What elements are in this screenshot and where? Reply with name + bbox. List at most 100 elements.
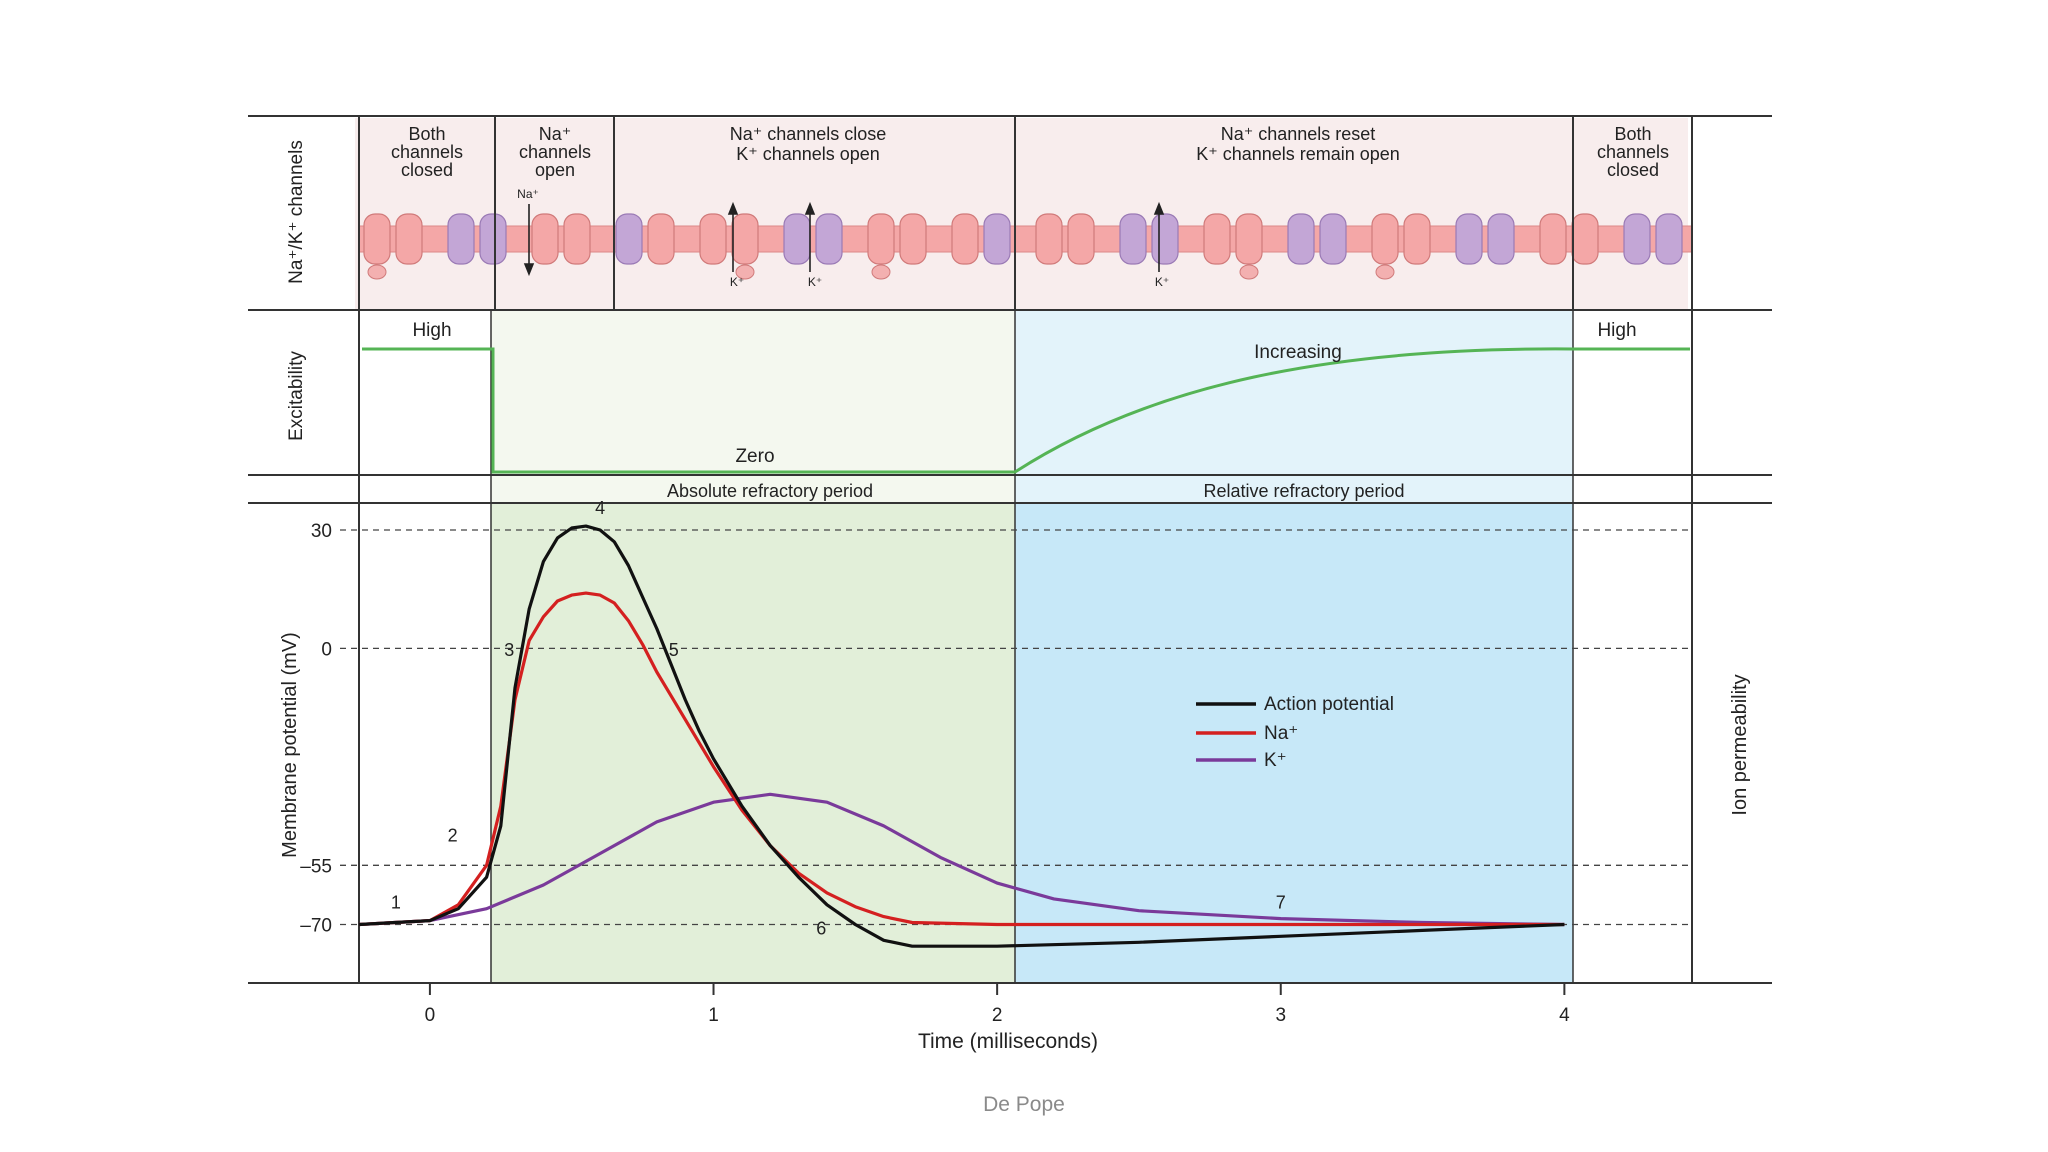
potassium-channel-icon — [1487, 213, 1515, 265]
potassium-channel-icon — [815, 213, 843, 265]
membrane-potential-chart: 30 0 –55 –70 0 1 2 3 4 1 2 3 4 5 6 7 Action potential Na⁺… — [300, 498, 1692, 1026]
channels-axis-label: Na⁺/K⁺ channels — [286, 140, 307, 284]
potassium-channel-icon — [615, 213, 643, 265]
sodium-channel-icon — [1203, 213, 1231, 265]
x-tick-label: 3 — [1275, 1005, 1286, 1026]
absolute-refractory-region — [491, 503, 1015, 983]
absolute-refractory-label: Absolute refractory period — [667, 481, 873, 501]
potassium-channel-icon — [479, 213, 507, 265]
phase-text: K⁺ channels remain open — [1196, 144, 1400, 164]
sodium-channel-icon — [531, 213, 559, 265]
phase-text: Na⁺ channels close — [730, 124, 887, 144]
potassium-channel-icon — [983, 213, 1011, 265]
membrane-illustration — [358, 213, 1693, 280]
point-label: 5 — [669, 640, 679, 660]
sodium-channel-icon — [1403, 213, 1431, 265]
k-permeability-line — [358, 792, 1565, 927]
sodium-channel-icon — [867, 213, 895, 265]
potassium-channel-icon — [1151, 213, 1179, 265]
point-label: 3 — [504, 640, 514, 660]
phase-text: channels — [391, 142, 463, 162]
sodium-channel-icon — [1371, 213, 1399, 265]
excitability-high-left: High — [412, 320, 451, 341]
x-axis-label: Time (milliseconds) — [918, 1030, 1098, 1053]
inactivation-gate-icon — [735, 264, 755, 280]
ion-flow-labels: Na⁺ K⁺ K⁺ K⁺ — [517, 187, 1169, 289]
y-tick-label: –55 — [300, 856, 332, 877]
phase-text: Both — [1614, 124, 1651, 144]
phase-text: Na⁺ — [539, 124, 572, 144]
phase-text: channels — [1597, 142, 1669, 162]
potassium-channel-icon — [1623, 213, 1651, 265]
na-ion-label: Na⁺ — [517, 187, 539, 201]
phase-text: closed — [401, 160, 453, 180]
phase-both-closed-left: Both channels closed — [391, 124, 463, 180]
x-tick-label: 2 — [992, 1005, 1003, 1026]
potassium-channel-icon — [1319, 213, 1347, 265]
k-ion-label: K⁺ — [808, 275, 822, 289]
excitability-relative-region — [1015, 310, 1573, 503]
inactivation-gate-icon — [367, 264, 387, 280]
sodium-channel-icon — [1571, 213, 1599, 265]
legend-label: Na⁺ — [1264, 723, 1298, 744]
inactivation-gate-icon — [871, 264, 891, 280]
potassium-channel-icon — [1455, 213, 1483, 265]
phase-na-reset-k-open: Na⁺ channels reset K⁺ channels remain op… — [1196, 124, 1400, 164]
k-ion-label: K⁺ — [730, 275, 744, 289]
sodium-channel-icon — [1035, 213, 1063, 265]
y-tick-label: 30 — [311, 521, 332, 542]
potassium-channel-icon — [1119, 213, 1147, 265]
action-potential-line — [358, 524, 1565, 948]
potassium-channel-icon — [1287, 213, 1315, 265]
sodium-channel-icon — [1235, 213, 1263, 265]
phase-na-close-k-open: Na⁺ channels close K⁺ channels open — [730, 124, 887, 164]
phase-text: channels — [519, 142, 591, 162]
point-label: 6 — [816, 918, 826, 938]
legend-label: K⁺ — [1264, 750, 1287, 771]
excitability-zero: Zero — [735, 446, 774, 467]
sodium-channel-icon — [395, 213, 423, 265]
point-label: 4 — [595, 498, 605, 518]
sodium-channel-icon — [731, 213, 759, 265]
y-tick-label: 0 — [321, 639, 332, 660]
sodium-channel-icon — [647, 213, 675, 265]
phase-both-closed-right: Both channels closed — [1597, 124, 1669, 180]
point-label: 1 — [391, 893, 401, 913]
sodium-channel-icon — [1067, 213, 1095, 265]
sodium-channel-icon — [699, 213, 727, 265]
x-tick-label: 1 — [708, 1005, 719, 1026]
k-ion-label: K⁺ — [1155, 275, 1169, 289]
legend-label: Action potential — [1264, 694, 1394, 715]
potassium-channel-icon — [783, 213, 811, 265]
relative-refractory-region — [1015, 503, 1573, 983]
phase-text: K⁺ channels open — [736, 144, 880, 164]
sodium-channel-icon — [899, 213, 927, 265]
phase-text: Both — [408, 124, 445, 144]
excitability-increasing: Increasing — [1254, 342, 1342, 363]
phase-na-open: Na⁺ channels open — [519, 124, 591, 180]
inactivation-gate-icon — [1239, 264, 1259, 280]
point-label: 2 — [448, 826, 458, 846]
sodium-channel-icon — [951, 213, 979, 265]
x-tick-label: 0 — [425, 1005, 436, 1026]
phase-text: closed — [1607, 160, 1659, 180]
ion-flow-arrows — [523, 201, 1165, 277]
point-label: 7 — [1276, 893, 1286, 913]
y-tick-label: –70 — [300, 916, 332, 937]
excitability-line — [362, 347, 1690, 474]
figure-frame — [248, 115, 1772, 984]
potassium-channel-icon — [1655, 213, 1683, 265]
potassium-channel-icon — [447, 213, 475, 265]
excitability-high-right: High — [1597, 320, 1636, 341]
sodium-channel-icon — [363, 213, 391, 265]
phase-text: open — [535, 160, 575, 180]
x-tick-label: 4 — [1559, 1005, 1570, 1026]
footer-credit: De Pope — [983, 1093, 1065, 1116]
relative-refractory-label: Relative refractory period — [1203, 481, 1404, 501]
right-axis-label: Ion permeability — [1729, 674, 1751, 815]
phase-text: Na⁺ channels reset — [1221, 124, 1376, 144]
excitability-axis-label: Excitability — [286, 351, 307, 441]
sodium-channel-icon — [1539, 213, 1567, 265]
y-axis-label: Membrane potential (mV) — [279, 632, 301, 858]
